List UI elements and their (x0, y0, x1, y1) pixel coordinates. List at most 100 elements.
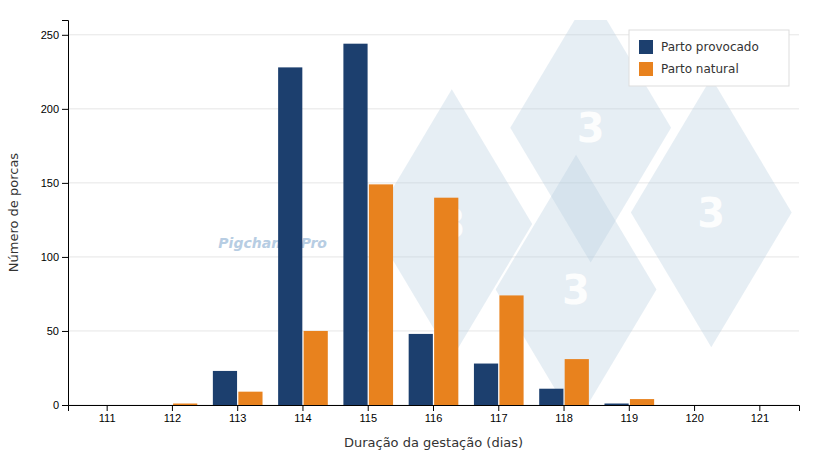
x-tick: 119 (621, 405, 639, 424)
bar (760, 405, 784, 406)
legend-entry: Parto provocado (639, 40, 759, 54)
y-tick: 100 (41, 251, 68, 263)
bar (539, 389, 563, 405)
x-tick-mark (629, 405, 630, 411)
bar (695, 405, 719, 406)
x-tick-mark (694, 405, 695, 411)
x-tick: 113 (229, 405, 247, 424)
x-tick: 116 (425, 405, 443, 424)
bar (304, 331, 328, 405)
bar (108, 405, 132, 406)
x-axis: 111 112 113 114 115 116 117 118 119 120 121 (69, 405, 800, 424)
legend: Parto provocado Parto natural (629, 30, 789, 86)
x-tick-label: 114 (294, 412, 312, 424)
bar (148, 405, 172, 406)
y-tick-mark (62, 109, 68, 110)
chart: 3333Pigchamp Pro050100150200250111112113… (0, 0, 819, 461)
y-axis-title: Número de porcas (6, 153, 21, 273)
x-tick: 117 (490, 405, 508, 424)
bar (409, 334, 433, 405)
y-tick-label: 0 (53, 399, 59, 411)
bars (173, 44, 654, 405)
x-tick: 114 (294, 405, 312, 424)
x-tick-label: 118 (555, 412, 573, 424)
bar-series (173, 184, 654, 405)
bar (630, 399, 654, 405)
annotation: Pigchamp Pro (218, 235, 327, 251)
y-tick-mark (62, 257, 68, 258)
bar (670, 405, 694, 406)
legend-entry: Parto natural (639, 62, 739, 76)
x-tick-label: 121 (751, 412, 769, 424)
x-axis-line (69, 406, 800, 412)
grid-line (68, 108, 799, 109)
x-tick: 120 (685, 405, 703, 424)
bar-series (213, 44, 629, 405)
bar (499, 295, 523, 405)
watermark (371, 20, 791, 405)
y-tick: 0 (53, 399, 68, 411)
x-tick-mark (759, 405, 760, 411)
watermark-diamond (631, 78, 792, 348)
x-tick-label: 111 (99, 412, 116, 424)
x-tick-mark (237, 405, 238, 411)
bar (474, 364, 498, 405)
x-tick: 115 (359, 405, 377, 424)
bar (565, 359, 589, 405)
y-tick-label: 250 (41, 29, 59, 41)
y-tick: 150 (41, 177, 68, 189)
x-tick-mark (564, 405, 565, 411)
x-axis-title: Duração da gestação (dias) (344, 435, 523, 450)
y-tick-mark (62, 331, 68, 332)
x-tick-label: 116 (425, 412, 443, 424)
bar (173, 404, 197, 405)
y-tick-label: 150 (41, 177, 59, 189)
legend-swatch (639, 40, 653, 54)
y-tick-mark (62, 35, 68, 36)
y-axis: 0 50 100 150 200 250 (41, 21, 69, 412)
y-axis-line (62, 21, 69, 406)
annotation: 3 (697, 190, 725, 236)
x-tick-label: 119 (621, 412, 639, 424)
x-tick: 112 (164, 405, 182, 424)
x-tick-mark (107, 405, 108, 411)
x-tick: 111 (99, 405, 116, 424)
y-tick: 50 (47, 325, 68, 337)
bar (238, 392, 262, 405)
bar (278, 67, 302, 405)
x-tick-label: 113 (229, 412, 247, 424)
x-tick-label: 120 (685, 412, 703, 424)
y-tick: 250 (41, 29, 68, 41)
legend-swatch (639, 62, 653, 76)
legend-box (629, 30, 789, 86)
bar (604, 404, 628, 405)
y-tick-label: 100 (41, 251, 59, 263)
x-tick-mark (433, 405, 434, 411)
x-tick-label: 115 (359, 412, 377, 424)
x-tick-mark (498, 405, 499, 411)
bar (434, 198, 458, 405)
grid (68, 35, 799, 405)
x-tick: 118 (555, 405, 573, 424)
grid-line (68, 330, 799, 331)
x-tick-mark (368, 405, 369, 411)
x-tick: 121 (751, 405, 769, 424)
bar (82, 405, 106, 406)
bar (343, 44, 367, 405)
annotation: 3 (562, 267, 590, 313)
x-tick-label: 117 (490, 412, 508, 424)
y-tick-mark (62, 405, 68, 406)
y-tick: 200 (41, 103, 68, 115)
x-tick-mark (172, 405, 173, 411)
x-tick-label: 112 (164, 412, 182, 424)
bar (369, 184, 393, 405)
y-tick-label: 50 (47, 325, 59, 337)
bar (213, 371, 237, 405)
annotation: 3 (577, 105, 605, 151)
legend-label: Parto provocado (661, 40, 759, 54)
legend-label: Parto natural (661, 62, 739, 76)
y-tick-label: 200 (41, 103, 59, 115)
y-tick-mark (62, 183, 68, 184)
x-tick-mark (302, 405, 303, 411)
plot: 3333Pigchamp Pro050100150200250111112113… (41, 0, 800, 424)
